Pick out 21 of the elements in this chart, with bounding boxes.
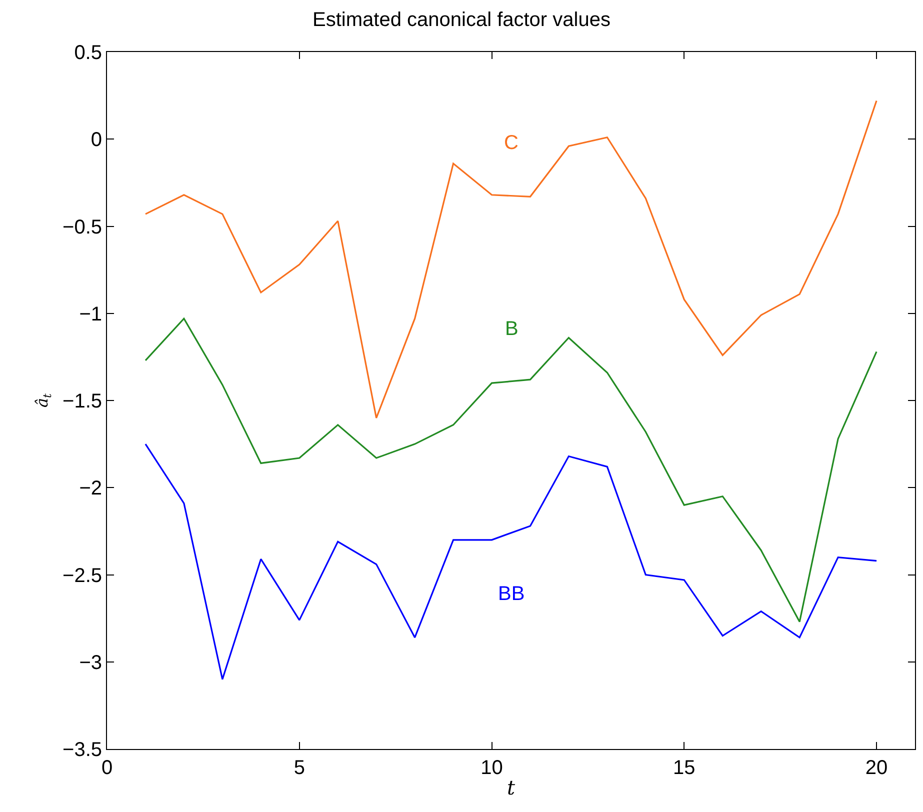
x-tick-label: 15: [673, 757, 696, 779]
y-tick-label: 0.5: [74, 42, 102, 64]
y-tick-label: −0.5: [62, 216, 102, 238]
x-tick-label: 20: [865, 757, 888, 779]
y-tick-label: −3.5: [62, 739, 102, 761]
y-tick-label: −1.5: [62, 390, 102, 412]
y-tick-label: −2: [79, 478, 102, 500]
y-tick-label: −3: [79, 652, 102, 674]
y-tick-label: −2.5: [62, 564, 102, 587]
series-label: C: [504, 132, 518, 154]
y-tick-label: 0: [90, 129, 102, 152]
line-series: [144, 100, 878, 419]
line-series: [144, 443, 878, 680]
y-tick-label: −1: [79, 303, 102, 326]
line-series: [144, 318, 878, 623]
chart-title: Estimated canonical factor values: [312, 9, 610, 32]
x-tick-label: 10: [480, 757, 503, 779]
x-tick-label: 5: [294, 757, 305, 779]
text: BB: [498, 583, 525, 605]
series-label: B: [505, 318, 518, 340]
x-axis-title: t: [506, 776, 516, 800]
